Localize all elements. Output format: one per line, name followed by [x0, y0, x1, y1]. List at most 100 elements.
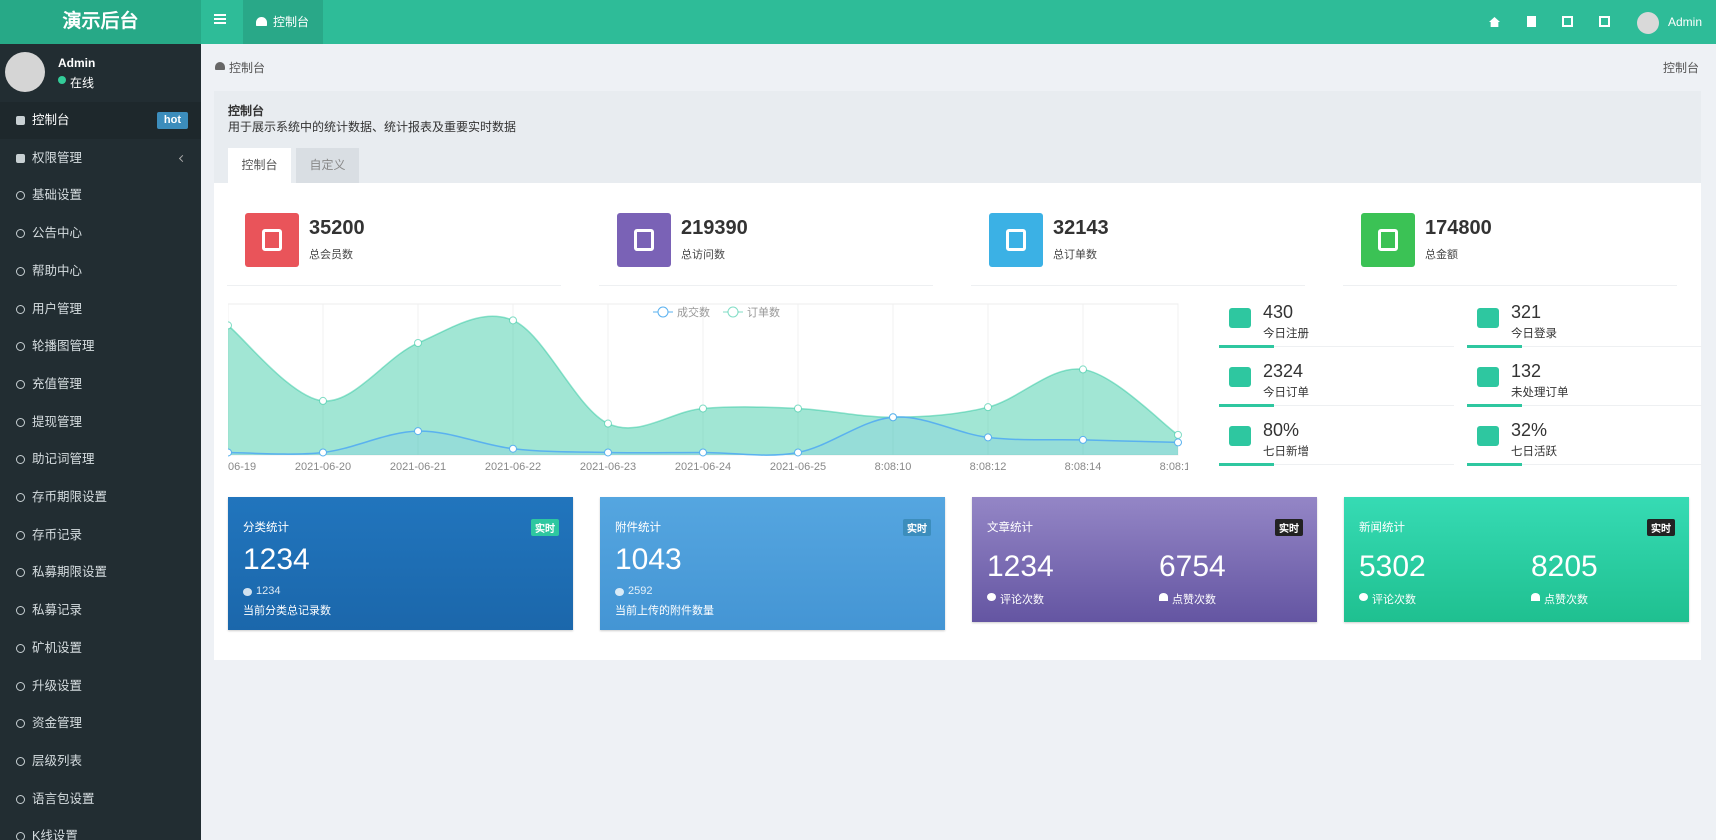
user-status: 在线: [70, 76, 95, 90]
x-tick-label: 8:08:16: [1160, 461, 1188, 473]
menu-label: 层级列表: [32, 753, 83, 768]
menu-icon: [16, 191, 25, 201]
stat-label: 总会员数: [309, 249, 353, 261]
menu-item[interactable]: 存币记录: [0, 517, 201, 554]
menu-icon: [16, 455, 25, 465]
panel-tab[interactable]: 自定义: [296, 148, 359, 183]
top-user[interactable]: Admin: [1668, 15, 1703, 29]
x-tick-label: 2021-06-23: [580, 461, 636, 473]
menu-label: K线设置: [32, 829, 78, 840]
card-label: 点赞次数: [1544, 594, 1588, 606]
data-point: [319, 396, 327, 405]
stat-icon: [617, 213, 671, 267]
data-point: [699, 404, 707, 413]
menu-item[interactable]: 私募记录: [0, 592, 201, 629]
panel-tab[interactable]: 控制台: [228, 148, 291, 183]
data-point: [319, 448, 327, 457]
menu-icon: [16, 379, 25, 389]
data-point: [794, 448, 802, 457]
x-tick-label: 2021-06-21: [390, 461, 446, 473]
menu-icon: [16, 568, 25, 578]
menu-icon: [16, 530, 25, 540]
stat-icon: [989, 213, 1043, 267]
quick-stat-accent: [1467, 463, 1522, 466]
menu-item[interactable]: 存币期限设置: [0, 479, 201, 516]
menu-item[interactable]: 层级列表: [0, 743, 201, 780]
quick-stat-icon: [1477, 308, 1499, 328]
menu-item[interactable]: 助记词管理: [0, 441, 201, 478]
quick-stat-divider: [1467, 405, 1702, 406]
stat-card: 附件统计 实时 1043 2592 当前上传的附件数量: [600, 497, 945, 630]
lang-icon[interactable]: [1562, 16, 1573, 27]
breadcrumb[interactable]: 控制台: [229, 61, 266, 75]
trash-icon[interactable]: [1527, 16, 1536, 27]
stat-divider: [227, 285, 561, 286]
menu-label: 充值管理: [32, 376, 83, 391]
card-title: 附件统计: [615, 522, 661, 534]
status-dot: [58, 76, 66, 84]
card-label-icon: [1359, 593, 1368, 601]
card-title: 新闻统计: [1359, 522, 1405, 534]
stat-label: 总金额: [1425, 249, 1458, 261]
top-tab[interactable]: 控制台: [243, 0, 323, 44]
avatar[interactable]: [1637, 12, 1659, 34]
menu-toggle[interactable]: [214, 14, 226, 16]
data-point: [889, 413, 897, 422]
quick-stat-accent: [1219, 463, 1274, 466]
menu-icon: [16, 266, 25, 276]
menu-item[interactable]: K线设置: [0, 818, 201, 840]
menu-badge: hot: [156, 112, 188, 129]
card-value: 1043: [615, 543, 682, 576]
quick-stat-icon: [1477, 426, 1499, 446]
menu-item[interactable]: 基础设置: [0, 177, 201, 214]
x-tick-label: 2021-06-20: [295, 461, 351, 473]
fullscreen-icon[interactable]: [1599, 16, 1610, 27]
stat-divider: [1343, 285, 1677, 286]
card-badge: 实时: [1647, 519, 1675, 536]
menu-item[interactable]: 帮助中心: [0, 253, 201, 290]
stat-glyph: [262, 229, 282, 251]
card-label-icon: [1531, 593, 1540, 601]
quick-stat-icon: [1477, 367, 1499, 387]
menu-item[interactable]: 轮播图管理: [0, 328, 201, 365]
stat-card: 新闻统计 实时 5302 评论次数 8205 点赞次数: [1344, 497, 1689, 622]
menu-label: 权限管理: [32, 150, 83, 165]
menu-item[interactable]: 充值管理: [0, 366, 201, 403]
menu-item[interactable]: 资金管理: [0, 705, 201, 742]
menu-label: 私募期限设置: [32, 565, 108, 580]
home-icon[interactable]: [1489, 17, 1500, 27]
legend-label: 订单数: [747, 306, 780, 319]
menu-item[interactable]: 控制台 hot: [0, 102, 201, 139]
card-label: 评论次数: [1000, 594, 1044, 606]
menu-item[interactable]: 用户管理: [0, 291, 201, 328]
menu-item[interactable]: 私募期限设置: [0, 554, 201, 591]
menu-label: 资金管理: [32, 716, 83, 731]
menu-item[interactable]: 升级设置: [0, 668, 201, 705]
stat-icon: [245, 213, 299, 267]
quick-stat: 132 未处理订单: [1467, 361, 1702, 409]
quick-stat: 2324 今日订单: [1219, 361, 1454, 409]
quick-stat-value: 132: [1511, 361, 1542, 381]
series-area: [228, 316, 1178, 455]
data-point: [794, 404, 802, 413]
menu-item[interactable]: 权限管理: [0, 140, 201, 177]
menu-item[interactable]: 提现管理: [0, 404, 201, 441]
card-label: 评论次数: [1372, 594, 1416, 606]
menu-item[interactable]: 矿机设置: [0, 630, 201, 667]
card-value: 5302: [1359, 550, 1426, 583]
stat-value: 35200: [309, 217, 365, 239]
legend-symbol: [657, 306, 669, 318]
stat: 219390 总访问数: [599, 213, 933, 287]
quick-stat: 80% 七日新增: [1219, 420, 1454, 468]
sidebar: Admin 在线 控制台 hot 权限管理 基础设置 公告中心 帮助中心 用户管理 轮播图管理…: [0, 44, 201, 840]
menu-icon: [16, 794, 25, 804]
stat-glyph: [634, 229, 654, 251]
quick-stat-label: 七日活跃: [1511, 446, 1557, 458]
menu-item[interactable]: 公告中心: [0, 215, 201, 252]
stat-value: 174800: [1425, 217, 1492, 239]
quick-stat-value: 32%: [1511, 420, 1548, 440]
menu-item[interactable]: 语言包设置: [0, 781, 201, 818]
menu-icon: [16, 643, 25, 653]
card-label: 点赞次数: [1172, 594, 1216, 606]
quick-stat-value: 430: [1263, 302, 1294, 322]
